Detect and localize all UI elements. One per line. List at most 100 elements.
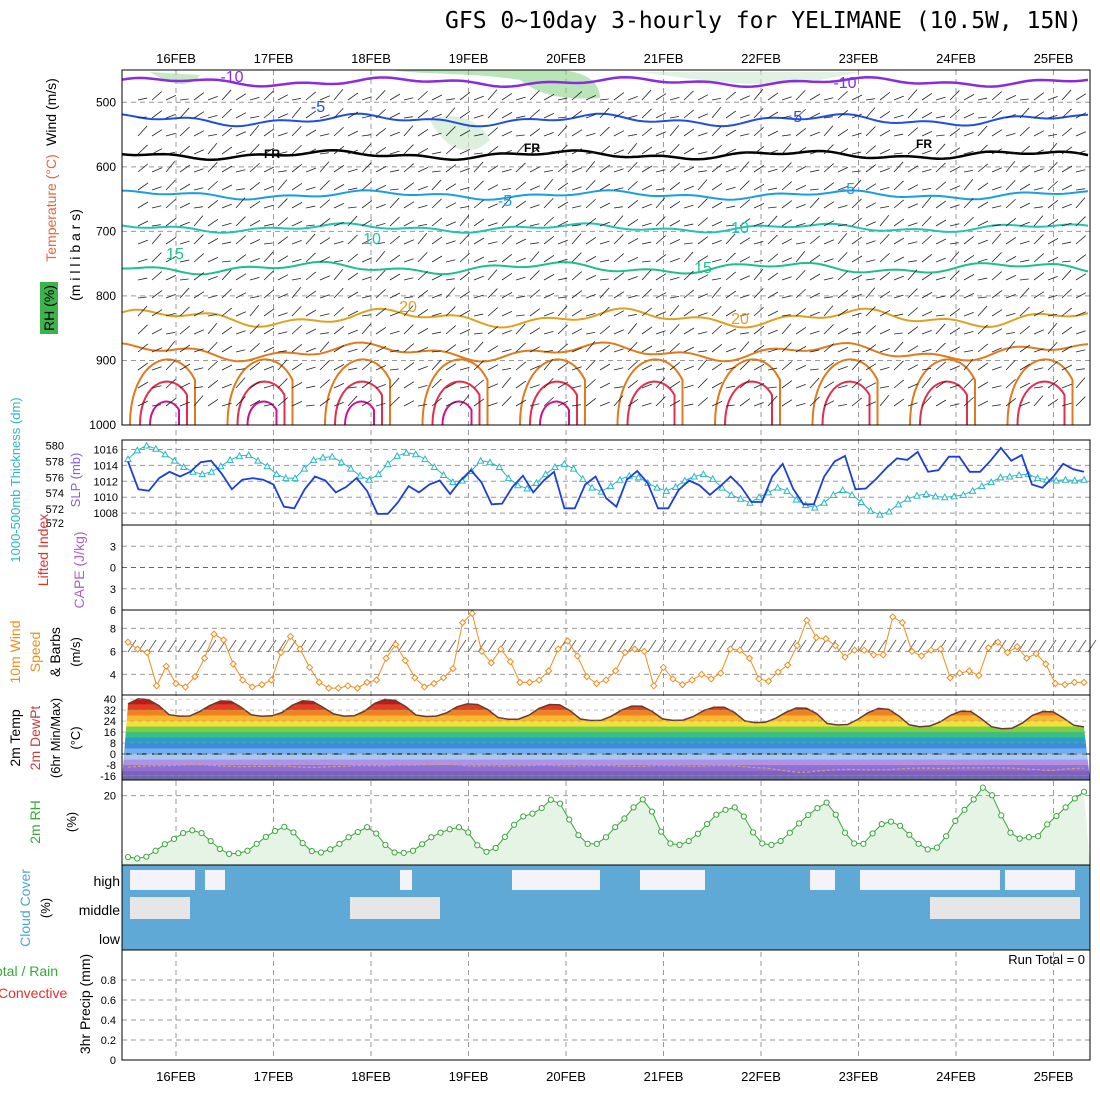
wind-barb — [333, 107, 344, 119]
surface-wind-barb — [847, 639, 857, 653]
wind-speed-point — [296, 645, 304, 653]
wind-barb — [179, 278, 189, 281]
wind-barb — [305, 129, 317, 137]
wind-barb — [151, 205, 162, 209]
wind-barb — [921, 367, 932, 371]
wind-barb — [459, 252, 470, 263]
wind-barb — [361, 115, 372, 119]
wind-barb — [459, 395, 470, 407]
wind-barb — [529, 403, 540, 407]
wind-barb — [221, 288, 232, 299]
wind-barb — [809, 235, 821, 245]
cloud-level-label: high — [94, 873, 120, 889]
wind-barb — [949, 346, 961, 353]
wind-barb — [291, 144, 302, 155]
wind-barb — [1075, 131, 1087, 137]
wind-barb — [305, 205, 316, 209]
wind-barb — [333, 364, 345, 371]
wind-barb — [249, 181, 261, 191]
rh-point — [952, 817, 959, 825]
rh-point — [373, 830, 380, 837]
wind-barb — [879, 367, 890, 371]
wind-barb — [543, 274, 555, 281]
surface-wind-barb — [747, 639, 757, 653]
temperature-tick-label: 16 — [104, 727, 116, 739]
wind-barb — [515, 323, 526, 335]
wind-barb — [375, 89, 386, 101]
wind-barb — [1005, 151, 1016, 155]
wind-barb — [347, 187, 358, 191]
wind-barb — [669, 305, 680, 317]
wind-barb — [795, 223, 806, 227]
wind-barb — [291, 277, 302, 281]
isotherm-arc — [539, 400, 570, 426]
wind-barb — [977, 201, 989, 209]
wind-barb — [277, 132, 288, 137]
wind-barb — [837, 90, 848, 101]
wind-speed-point — [420, 683, 429, 691]
wind-barb — [529, 90, 540, 101]
wind-barb — [1005, 133, 1016, 137]
wind-barb — [361, 295, 372, 299]
wind-barb — [459, 149, 471, 155]
wind-barb — [263, 204, 274, 209]
wind-barb — [137, 220, 149, 227]
wind-barb — [809, 112, 821, 119]
isotherm-minus5 — [121, 112, 1089, 128]
wind-barb — [557, 125, 568, 137]
wind-speed-point — [172, 679, 180, 688]
wind-barb — [1061, 89, 1072, 101]
wind-barb — [991, 366, 1002, 371]
thickness-point — [866, 506, 875, 514]
wind-barb — [515, 361, 527, 371]
wind-barb — [1061, 326, 1073, 335]
wind-barb — [165, 275, 177, 281]
wind-axis-label: (m/s) — [68, 637, 83, 667]
lifted-index-tick-label: 3 — [110, 541, 116, 553]
wind-barb — [781, 295, 792, 299]
wind-barb — [1019, 344, 1031, 353]
wind-barb — [235, 216, 246, 227]
wind-barb — [249, 258, 260, 263]
isotherm-arc — [139, 380, 188, 426]
wind-speed-point — [200, 654, 209, 662]
temperature-band — [122, 759, 1090, 765]
wind-barb — [697, 359, 708, 371]
wind-speed-point — [726, 645, 734, 653]
wind-barb — [977, 220, 989, 227]
wind-barb — [431, 397, 443, 407]
wind-barb — [963, 359, 974, 371]
wind-barb — [137, 305, 148, 317]
wind-barb — [417, 128, 429, 137]
precip-total-label: Total / Rain — [0, 963, 58, 979]
wind-barb — [711, 97, 722, 101]
wind-barb — [193, 329, 205, 335]
wind-barb — [277, 397, 288, 407]
wind-barb — [557, 324, 568, 335]
wind-barb — [585, 397, 597, 407]
thickness-point — [569, 464, 578, 472]
wind-barb — [1033, 348, 1044, 353]
wind-barb — [1061, 402, 1072, 407]
rh-point — [556, 800, 564, 807]
wind-barb — [697, 274, 709, 281]
wind-barb — [431, 170, 441, 173]
wind-barb — [725, 167, 736, 173]
isotherm-5 — [121, 189, 1089, 201]
pressure-tick-label: 600 — [96, 160, 116, 174]
wind-barb — [431, 236, 443, 245]
wind-barb — [1033, 206, 1043, 209]
wind-barb — [305, 91, 317, 101]
temperature-line — [127, 698, 1085, 730]
wind-barb — [557, 144, 568, 155]
wind-barb — [375, 288, 386, 299]
wind-speed-point — [1022, 654, 1031, 662]
wind-barb — [823, 144, 834, 155]
wind-barb — [851, 170, 861, 173]
wind-speed-point — [382, 654, 390, 662]
surface-wind-barb — [447, 639, 457, 653]
wind-barb — [221, 241, 232, 245]
thickness-point — [263, 462, 272, 470]
wind-barb — [753, 287, 764, 299]
wind-barb — [193, 253, 204, 263]
